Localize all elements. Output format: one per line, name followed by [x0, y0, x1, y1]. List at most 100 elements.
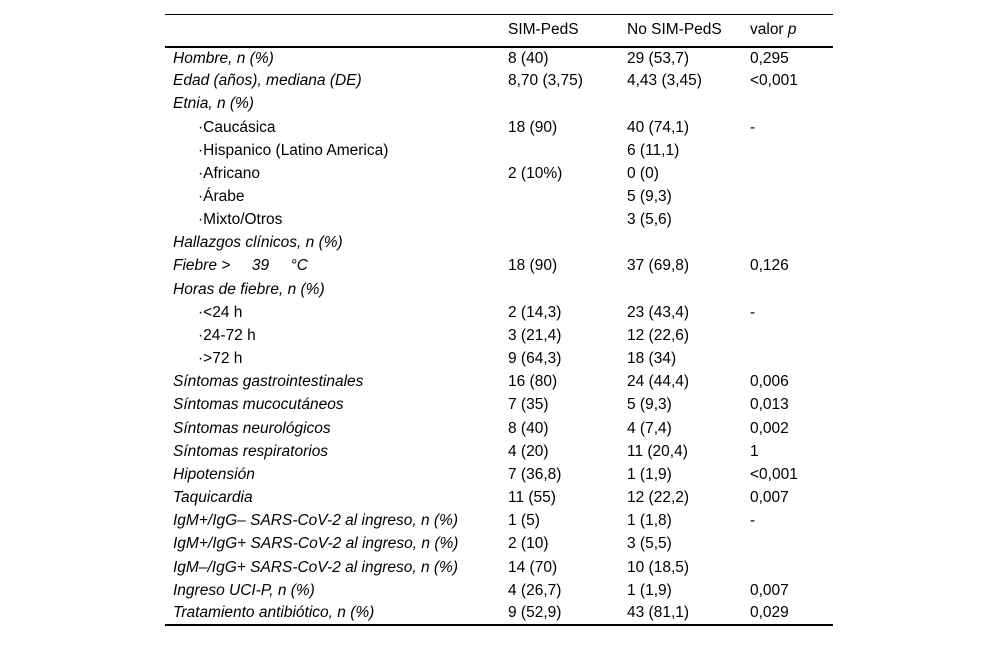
- cell-sim-peds: 16 (80): [508, 373, 558, 391]
- cell-sim-peds: 3 (21,4): [508, 326, 562, 344]
- cell-p-value: -: [750, 512, 756, 530]
- cell-no-sim-peds: 12 (22,2): [627, 489, 690, 507]
- cell-no-sim-peds: 0 (0): [627, 164, 659, 182]
- table-row: IgM+/IgG+ SARS-CoV-2 al ingreso, n (%) 2 …: [165, 533, 833, 556]
- cell-sim-peds: [508, 232, 627, 255]
- table-row: Fiebre > 39 °C 18 (90) 37 (69,8) 0,126: [165, 255, 833, 278]
- cell-sim-peds: 18 (90): [508, 118, 558, 136]
- cell-sim-peds: 9 (64,3): [508, 350, 562, 368]
- cell-sim-peds: [508, 139, 627, 162]
- row-label: ·Árabe: [198, 188, 245, 206]
- cell-no-sim-peds: 3 (5,5): [627, 535, 672, 553]
- cell-p-value: 0,295: [750, 49, 789, 67]
- table-row: Tratamiento antibiótico, n (%) 9 (52,9) 43…: [165, 602, 833, 625]
- cell-no-sim-peds: 37 (69,8): [627, 257, 690, 275]
- cell-p-value: [750, 533, 833, 556]
- cell-p-value: 0,029: [750, 604, 789, 622]
- row-label: Taquicardia: [173, 489, 253, 507]
- table-row: IgM+/IgG– SARS-CoV-2 al ingreso, n (%) 1 …: [165, 510, 833, 533]
- cell-no-sim-peds: 18 (34): [627, 350, 677, 368]
- cell-sim-peds: 11 (55): [508, 489, 556, 507]
- table-row: Edad (años), mediana (DE) 8,70 (3,75) 4,43…: [165, 70, 833, 93]
- table-row: Horas de fiebre, n (%): [165, 278, 833, 301]
- cell-sim-peds: 4 (20): [508, 442, 549, 460]
- table-row: Taquicardia 11 (55) 12 (22,2) 0,007: [165, 486, 833, 509]
- cell-sim-peds: [508, 93, 627, 116]
- cell-sim-peds: 2 (14,3): [508, 303, 562, 321]
- cell-no-sim-peds: 5 (9,3): [627, 396, 672, 414]
- comparison-table-container: SIM-PedS No SIM-PedS valor p Hombre, n (…: [165, 14, 833, 627]
- cell-p-value: -: [750, 118, 756, 136]
- cell-p-value: -: [750, 303, 756, 321]
- cell-sim-peds: 7 (35): [508, 396, 549, 414]
- cell-p-value: [750, 556, 833, 579]
- cell-no-sim-peds: 3 (5,6): [627, 211, 672, 229]
- row-label: Etnia, n (%): [173, 95, 254, 113]
- cell-sim-peds: 4 (26,7): [508, 581, 562, 599]
- cell-p-value: 0,002: [750, 419, 789, 437]
- cell-p-value: [750, 278, 833, 301]
- cell-no-sim-peds: 6 (11,1): [627, 141, 680, 159]
- row-label: ·Mixto/Otros: [198, 211, 283, 229]
- row-label: Síntomas mucocutáneos: [173, 396, 344, 414]
- cell-sim-peds: 7 (36,8): [508, 465, 562, 483]
- header-no-sim-peds: No SIM-PedS: [627, 14, 750, 48]
- header-row: SIM-PedS No SIM-PedS valor p: [165, 14, 833, 48]
- row-label: ·Hispanico (Latino America): [198, 141, 389, 159]
- table-row: Síntomas gastrointestinales 16 (80) 24 (44…: [165, 371, 833, 394]
- row-label: ·<24 h: [198, 303, 243, 321]
- row-label: Edad (años), mediana (DE): [173, 72, 362, 90]
- cell-no-sim-peds: 24 (44,4): [627, 373, 690, 391]
- cell-no-sim-peds: 11 (20,4): [627, 442, 688, 460]
- table-row: ·Caucásica 18 (90) 40 (74,1) -: [165, 116, 833, 139]
- cell-p-value: 0,007: [750, 489, 789, 507]
- row-label: Síntomas gastrointestinales: [173, 373, 364, 391]
- cell-no-sim-peds: 5 (9,3): [627, 188, 672, 206]
- row-label: Hallazgos clínicos, n (%): [173, 234, 343, 252]
- row-label: ·24-72 h: [198, 326, 256, 344]
- table-row: ·Mixto/Otros 3 (5,6): [165, 209, 833, 232]
- cell-p-value: <0,001: [750, 465, 798, 483]
- cell-sim-peds: 8 (40): [508, 419, 549, 437]
- cell-sim-peds: 2 (10): [508, 535, 549, 553]
- cell-p-value: [750, 209, 833, 232]
- cell-p-value: [750, 324, 833, 347]
- row-label: ·Caucásica: [198, 118, 276, 136]
- cell-p-value: [750, 139, 833, 162]
- cell-p-value: <0,001: [750, 72, 798, 90]
- cell-p-value: [750, 162, 833, 185]
- cell-sim-peds: 8 (40): [508, 49, 549, 67]
- cell-no-sim-peds: [627, 232, 750, 255]
- cell-p-value: [750, 93, 833, 116]
- table-row: ·Africano 2 (10%) 0 (0): [165, 162, 833, 185]
- row-label: ·>72 h: [198, 350, 243, 368]
- cell-sim-peds: 18 (90): [508, 257, 558, 275]
- cell-p-value: [750, 348, 833, 371]
- table-row: ·24-72 h 3 (21,4) 12 (22,6): [165, 324, 833, 347]
- cell-sim-peds: 14 (70): [508, 558, 558, 576]
- row-label: ·Africano: [198, 164, 261, 182]
- table-row: IgM–/IgG+ SARS-CoV-2 al ingreso, n (%) 14…: [165, 556, 833, 579]
- header-p-value: valor p: [750, 14, 833, 48]
- cell-no-sim-peds: 1 (1,8): [627, 512, 672, 530]
- row-label: Hombre, n (%): [173, 49, 274, 67]
- cell-no-sim-peds: 10 (18,5): [627, 558, 690, 576]
- cell-no-sim-peds: 12 (22,6): [627, 326, 690, 344]
- table-row: ·Hispanico (Latino America) 6 (11,1): [165, 139, 833, 162]
- cell-no-sim-peds: 23 (43,4): [627, 303, 690, 321]
- cell-sim-peds: 9 (52,9): [508, 604, 562, 622]
- row-label: IgM–/IgG+ SARS-CoV-2 al ingreso, n (%): [173, 558, 458, 576]
- cell-p-value: [750, 185, 833, 208]
- cell-sim-peds: [508, 278, 627, 301]
- cell-p-value: 1: [750, 442, 759, 460]
- cell-no-sim-peds: 29 (53,7): [627, 49, 690, 67]
- cell-sim-peds: [508, 185, 627, 208]
- table-row: Síntomas mucocutáneos 7 (35) 5 (9,3) 0,013: [165, 394, 833, 417]
- cell-p-value: [750, 232, 833, 255]
- cell-no-sim-peds: 40 (74,1): [627, 118, 690, 136]
- header-p-prefix: valor: [750, 21, 788, 39]
- cell-no-sim-peds: [627, 93, 750, 116]
- cell-no-sim-peds: 1 (1,9): [627, 581, 672, 599]
- row-label: IgM+/IgG– SARS-CoV-2 al ingreso, n (%): [173, 512, 458, 530]
- table-row: ·<24 h 2 (14,3) 23 (43,4) -: [165, 301, 833, 324]
